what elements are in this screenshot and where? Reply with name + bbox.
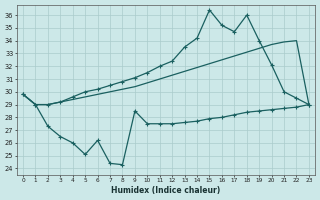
X-axis label: Humidex (Indice chaleur): Humidex (Indice chaleur) <box>111 186 220 195</box>
